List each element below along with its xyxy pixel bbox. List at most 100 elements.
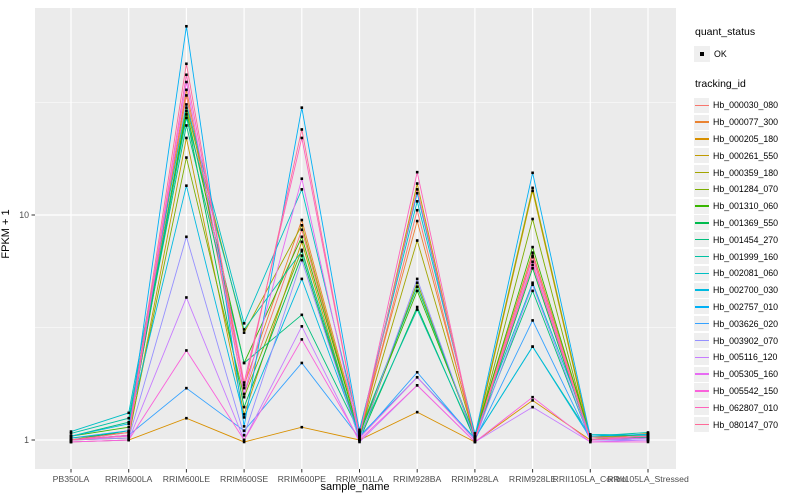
legend-item: Hb_000205_180	[694, 131, 800, 148]
x-tick-label: RRIM600PE	[278, 474, 326, 484]
legend-item: Hb_001284_070	[694, 181, 800, 198]
legend-line-swatch	[694, 121, 709, 123]
y-tick-label: 10	[19, 210, 29, 220]
x-tick-label: RRIM600SE	[220, 474, 268, 484]
legend-key-box	[694, 316, 709, 332]
x-tick-label: RRIM901LA	[336, 474, 384, 484]
legend-item-label: Hb_001999_160	[713, 251, 779, 262]
legend-line-swatch	[694, 323, 709, 325]
x-tick-label: RRIM600LE	[163, 474, 211, 484]
legend-line-swatch	[694, 255, 709, 258]
legend-key-box	[694, 282, 709, 298]
legend-item: Hb_002757_010	[694, 299, 800, 316]
legend-key-box	[694, 400, 709, 416]
legend-item-label: Hb_001369_550	[713, 217, 779, 228]
x-axis-title: sample_name	[320, 481, 390, 493]
legend-line-swatch	[694, 272, 709, 275]
legend-key-box	[694, 333, 709, 349]
legend-item: Hb_001454_270	[694, 231, 800, 248]
legend-item: Hb_005116_120	[694, 349, 800, 366]
legend-line-swatch	[694, 289, 709, 291]
legend-key-box	[694, 366, 709, 382]
x-tick-label: PB350LA	[53, 474, 90, 484]
legend-line-swatch	[694, 104, 709, 107]
legend-item-label: Hb_005542_150	[713, 385, 779, 396]
legend-tracking-items: Hb_000030_080 Hb_000077_300 Hb_000205_180 H…	[694, 97, 800, 433]
legend-line-swatch	[694, 373, 709, 375]
y-axis-title: FPKM + 1	[0, 209, 12, 259]
legend-line-swatch	[694, 171, 709, 174]
legend-line-swatch	[694, 339, 709, 342]
legend-line-swatch	[694, 423, 709, 426]
legend-item-label: Hb_000359_180	[713, 167, 779, 178]
legend-line-swatch	[694, 222, 709, 224]
legend-key-box	[694, 265, 709, 281]
y-tick-label: 1	[24, 435, 29, 445]
legend-item: Hb_000359_180	[694, 164, 800, 181]
legend-item: Hb_001369_550	[694, 215, 800, 232]
legend-item: Hb_000261_550	[694, 147, 800, 164]
legend-item-label: Hb_003902_070	[713, 335, 779, 346]
legend-key-box	[694, 114, 709, 130]
legend-line-swatch	[694, 407, 709, 409]
legend-line-swatch	[694, 306, 709, 308]
point-marker-icon	[700, 51, 704, 56]
line-chart-plot-area: 10 1 PB350LA RRIM600LA RRIM600LE RRIM600SE RRI…	[19, 8, 689, 484]
legend-key-box	[694, 198, 709, 214]
x-tick-label: RRIM928BA	[393, 474, 441, 484]
legend-item: Hb_001999_160	[694, 248, 800, 265]
legend-key-box	[694, 232, 709, 248]
legend-title-tracking-id: tracking_id	[695, 78, 746, 90]
legend-item-label: Hb_080147_070	[713, 419, 779, 430]
x-tick-label: RRII105LA_Control	[553, 474, 628, 484]
legend-title-quant-status: quant_status	[695, 26, 756, 38]
legend-item-label: Hb_062807_010	[713, 402, 779, 413]
legend-item-label: Hb_000077_300	[713, 117, 779, 128]
legend-item: Hb_003902_070	[694, 332, 800, 349]
legend-key-box	[694, 97, 709, 113]
legend-key-box	[694, 249, 709, 265]
legend-key-box	[694, 165, 709, 181]
legend-item: Hb_003626_020	[694, 315, 800, 332]
x-tick-label: RRIM928LA	[451, 474, 499, 484]
legend-item-label: Hb_000261_550	[713, 150, 779, 161]
legend-item: Hb_000077_300	[694, 114, 800, 131]
legend-item: Hb_000030_080	[694, 97, 800, 114]
legend-item-label: Hb_005305_160	[713, 369, 779, 380]
legend-item-label: Hb_003626_020	[713, 318, 779, 329]
legend: quant_status OK tracking_id Hb_000030_08…	[694, 26, 800, 433]
legend-item-label: Hb_002700_030	[713, 285, 779, 296]
legend-key-box	[694, 181, 709, 197]
legend-item-label: Hb_000205_180	[713, 133, 779, 144]
legend-item-label: Hb_001284_070	[713, 184, 779, 195]
legend-item: Hb_002700_030	[694, 282, 800, 299]
legend-item-label: Hb_001310_060	[713, 201, 779, 212]
legend-key-box	[694, 131, 709, 147]
legend-line-swatch	[694, 188, 709, 191]
legend-key-box	[694, 45, 710, 62]
legend-item-label: Hb_005116_120	[713, 352, 778, 363]
legend-line-swatch	[694, 356, 709, 359]
legend-item-label: Hb_000030_080	[713, 100, 779, 111]
legend-key-box	[694, 383, 709, 399]
legend-item-ok: OK	[694, 45, 800, 62]
legend-line-swatch	[694, 155, 709, 157]
legend-item: Hb_005305_160	[694, 366, 800, 383]
legend-item: Hb_062807_010	[694, 399, 800, 416]
legend-line-swatch	[694, 205, 709, 207]
legend-key-box	[694, 349, 709, 365]
legend-item-label: Hb_001454_270	[713, 234, 779, 245]
x-tick-label: RRII105LA_Stressed	[607, 474, 689, 484]
x-tick-label: RRIM928LE	[509, 474, 557, 484]
legend-line-swatch	[694, 239, 709, 241]
legend-key-box	[694, 417, 709, 433]
legend-item-label: Hb_002081_060	[713, 268, 779, 279]
x-tick-label: RRIM600LA	[105, 474, 153, 484]
legend-line-swatch	[694, 138, 709, 140]
legend-key-box	[694, 299, 709, 315]
legend-line-swatch	[694, 390, 709, 392]
legend-item: Hb_005542_150	[694, 383, 800, 400]
legend-item: Hb_001310_060	[694, 198, 800, 215]
legend-item-label: OK	[714, 48, 727, 59]
